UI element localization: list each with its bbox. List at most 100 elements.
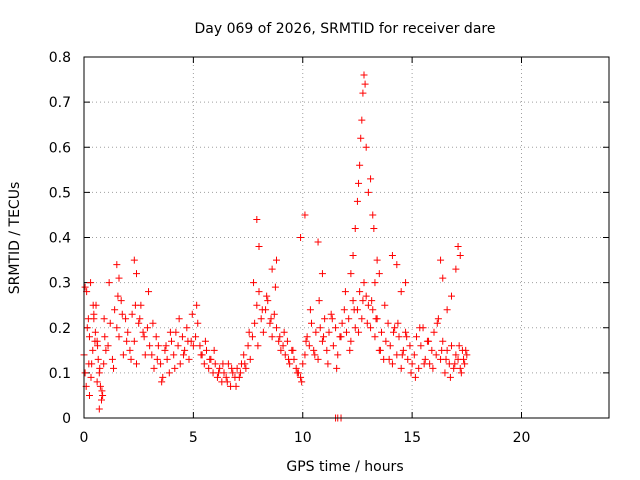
data-point — [347, 337, 355, 345]
data-point — [135, 319, 143, 327]
data-point — [320, 333, 328, 341]
data-point — [442, 355, 450, 363]
y-tick-label: 0.1 — [49, 366, 71, 382]
data-point — [299, 360, 307, 368]
data-point — [149, 319, 157, 327]
data-point — [255, 243, 263, 251]
data-point — [329, 342, 337, 350]
data-point — [193, 301, 201, 309]
data-point — [345, 315, 353, 323]
data-point — [385, 355, 393, 363]
data-point — [146, 342, 154, 350]
data-point — [378, 328, 385, 336]
data-point — [388, 252, 396, 260]
data-point — [94, 355, 102, 363]
data-point — [341, 288, 349, 296]
data-point — [402, 279, 410, 287]
data-point — [189, 342, 197, 350]
data-point — [90, 310, 98, 318]
data-point — [433, 319, 441, 327]
x-tick-label: 20 — [513, 430, 531, 446]
data-point — [115, 333, 123, 341]
plot-frame — [83, 56, 610, 419]
data-point — [211, 360, 219, 368]
data-point — [117, 297, 125, 305]
data-point — [183, 324, 191, 332]
data-point — [363, 319, 371, 327]
data-point — [451, 360, 459, 368]
data-point — [148, 351, 156, 359]
data-point — [371, 279, 379, 287]
data-point — [81, 283, 89, 291]
data-point — [297, 234, 305, 241]
data-point — [324, 360, 332, 368]
data-point — [386, 342, 394, 350]
data-point — [413, 333, 420, 341]
data-point — [371, 333, 379, 341]
data-point — [279, 342, 287, 350]
data-point — [367, 324, 375, 332]
data-point — [337, 333, 345, 341]
data-point — [286, 360, 294, 368]
data-point — [430, 328, 438, 336]
data-point — [369, 306, 377, 314]
data-point — [277, 346, 285, 354]
x-tick-label: 5 — [189, 430, 198, 446]
data-point — [133, 270, 140, 278]
data-point — [355, 328, 363, 336]
data-point — [93, 378, 101, 386]
y-tick-label: 0.4 — [49, 231, 71, 247]
data-point — [110, 364, 118, 372]
data-point — [188, 310, 196, 318]
data-point — [434, 315, 442, 323]
data-point — [229, 369, 237, 377]
y-axis-label: SRMTID / TECUs — [7, 182, 23, 295]
data-point — [316, 324, 324, 332]
data-point — [171, 364, 179, 372]
data-points — [80, 71, 471, 422]
data-point — [154, 342, 162, 350]
data-point — [334, 351, 342, 359]
data-point — [165, 369, 173, 377]
data-point — [421, 355, 429, 363]
data-point — [152, 333, 160, 341]
data-point — [390, 328, 398, 336]
data-point — [360, 71, 368, 79]
data-point — [301, 211, 309, 219]
data-point — [122, 315, 130, 323]
data-point — [266, 319, 274, 327]
data-point — [375, 270, 383, 278]
data-point — [139, 328, 147, 336]
data-point — [236, 369, 244, 377]
data-point — [328, 315, 336, 323]
data-point — [460, 355, 468, 363]
data-point — [216, 364, 224, 372]
data-point — [369, 211, 377, 219]
data-point — [163, 355, 171, 363]
data-point — [174, 342, 182, 350]
data-point — [327, 310, 335, 318]
data-point — [437, 256, 445, 264]
data-point — [215, 369, 223, 377]
data-point — [140, 333, 148, 341]
data-point — [407, 369, 415, 377]
data-point — [398, 351, 406, 359]
data-point — [89, 346, 97, 354]
data-point — [87, 373, 95, 381]
data-point — [463, 351, 471, 359]
data-point — [355, 179, 363, 187]
data-point — [166, 328, 174, 336]
data-point — [303, 333, 311, 341]
data-point — [127, 355, 135, 363]
data-point — [180, 351, 188, 359]
data-point — [111, 306, 119, 314]
data-point — [157, 360, 165, 368]
data-point — [461, 360, 469, 368]
axis-ticks: 0 0.1 0.2 0.3 0.4 0.5 0.6 0.7 0.8 0 5 10 15 20 — [49, 50, 609, 446]
data-point — [410, 351, 418, 359]
data-point — [170, 351, 178, 359]
data-point — [293, 369, 301, 377]
data-point — [359, 297, 367, 305]
data-point — [258, 306, 266, 314]
data-point — [128, 310, 136, 318]
